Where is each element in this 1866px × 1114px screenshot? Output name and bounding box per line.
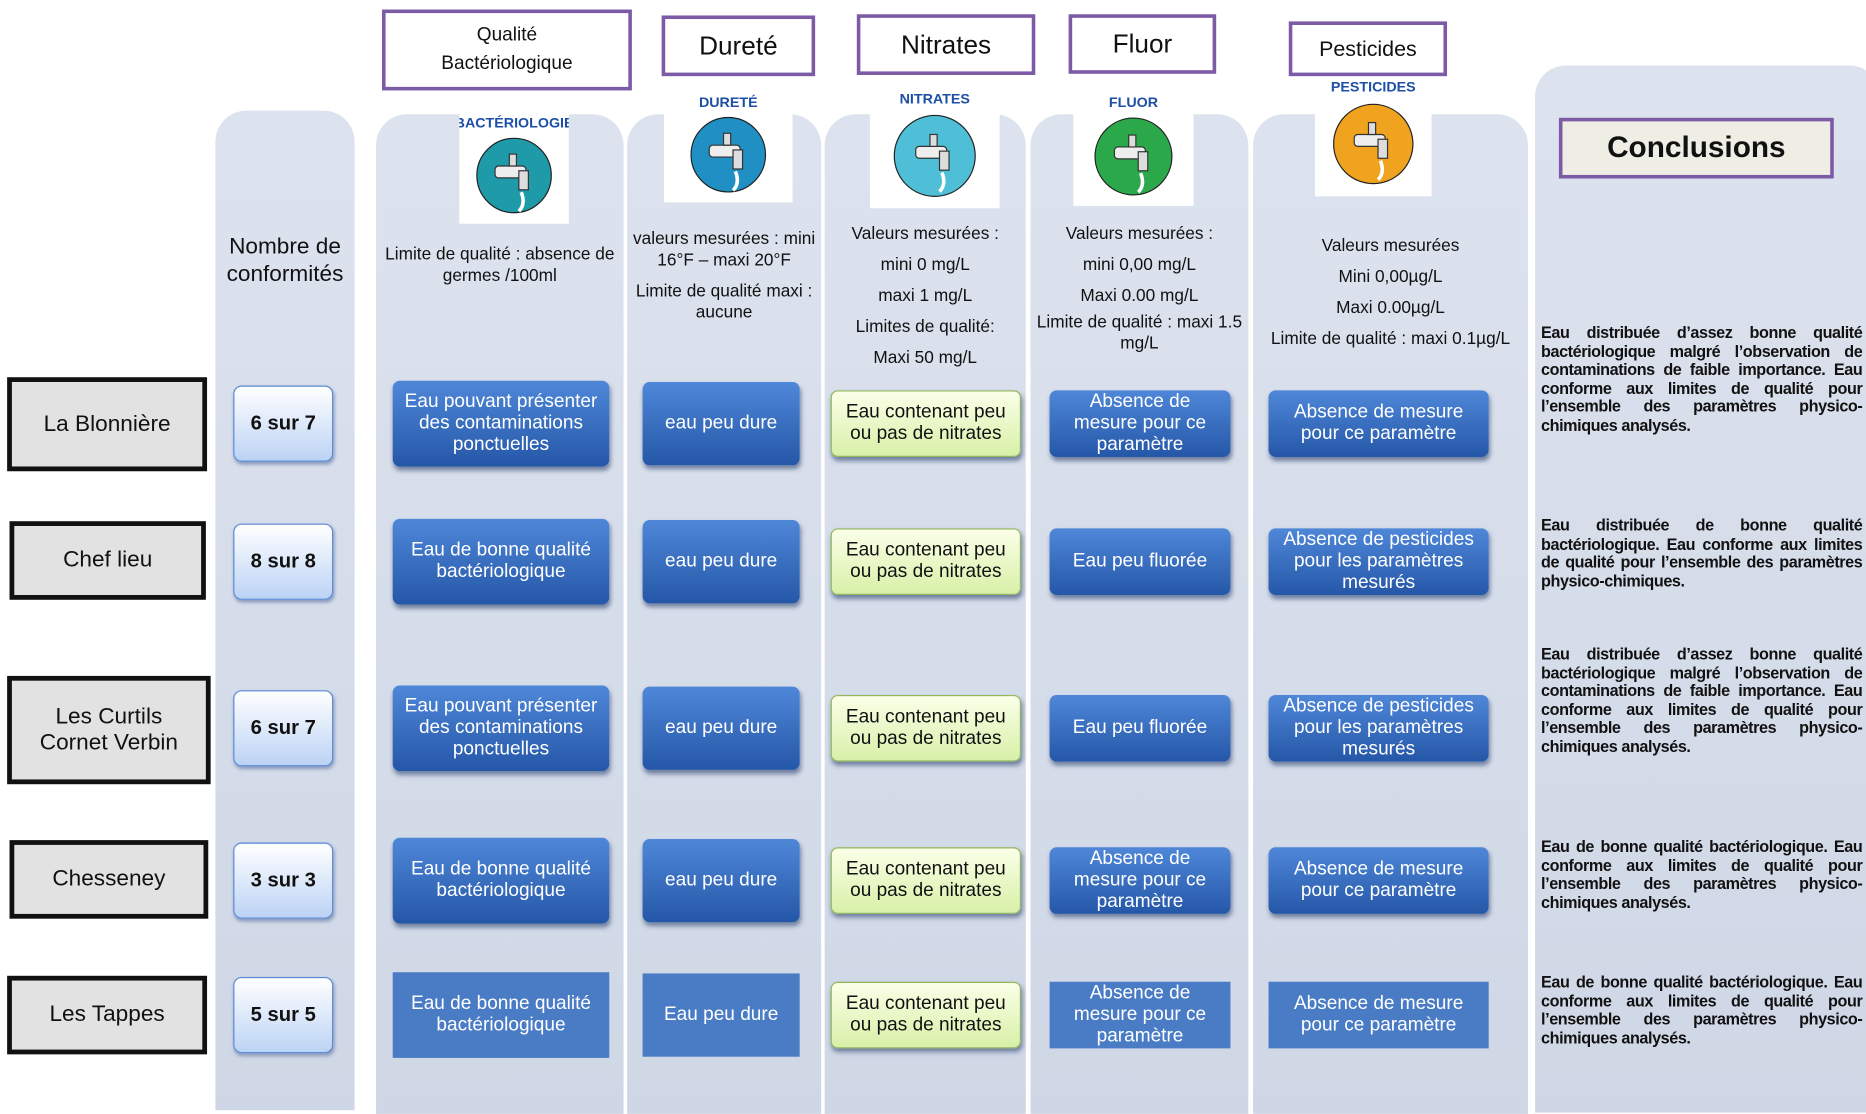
limit-text: Limite de qualité : maxi 1.5 mg/L (1036, 312, 1243, 354)
assessment-cell: Eau pouvant présenter des contaminations… (392, 380, 610, 467)
limit-text: Maxi 50 mg/L (873, 348, 978, 368)
assessment-cell: Absence de mesure pour ce paramètre (1049, 390, 1231, 457)
limit-text: Valeurs mesurées : (851, 224, 999, 244)
limits: Valeurs mesurées : mini 0 mg/L maxi 1 mg/L… (825, 219, 1026, 374)
column-panel (627, 114, 822, 1114)
assessment-cell: Absence de mesure pour ce paramètre (1268, 981, 1489, 1049)
assessment-cell: eau peu dure (642, 520, 800, 604)
column-panel (1030, 114, 1249, 1114)
column-title: Dureté (661, 15, 816, 77)
column-panel (824, 114, 1026, 1114)
assessment-cell: Absence de pesticides pour les paramètre… (1268, 528, 1489, 595)
assessment-cell: Absence de mesure pour ce paramètre (1268, 847, 1489, 914)
column-title: Pesticides (1288, 21, 1448, 77)
limit-text: mini 0,00 mg/L (1082, 255, 1197, 275)
column-icon: DURETÉ (664, 92, 793, 203)
limits: Valeurs mesurées : mini 0,00 mg/L Maxi 0.0… (1031, 219, 1249, 355)
assessment-cell: Absence de mesure pour ce paramètre (1268, 390, 1489, 457)
conformity-count: 5 sur 5 (233, 976, 334, 1054)
column-panel (1253, 114, 1528, 1114)
conclusion-text: Eau distribuée d’assez bonne qualité bac… (1541, 644, 1863, 756)
column-title: Nitrates (856, 14, 1036, 75)
assessment-cell: eau peu dure (642, 686, 800, 770)
site-name: Les Curtils Cornet Verbin (7, 675, 211, 785)
limit-text: Maxi 0.00 mg/L (1080, 286, 1199, 306)
assessment-cell: eau peu dure (642, 838, 800, 923)
site-name: Les Tappes (7, 975, 208, 1055)
limits: valeurs mesurées : mini 16°F – maxi 20°F… (627, 228, 821, 333)
icon-label: BACTÉRIOLOGIE (459, 114, 568, 131)
limit-text: Valeurs mesurées : (1065, 224, 1214, 244)
site-name: Chef lieu (9, 521, 206, 600)
column-title: Qualité Bactériologique (381, 9, 632, 91)
assessment-cell: Eau pouvant présenter des contaminations… (392, 685, 610, 772)
assessment-cell: Eau contenant peu ou pas de nitrates (830, 528, 1022, 595)
column-icon: NITRATES (869, 89, 1000, 209)
conclusion-text: Eau de bonne qualité bactériologique. Ea… (1541, 837, 1863, 911)
icon-label: DURETÉ (699, 94, 758, 111)
limit-text: Limites de qualité: (855, 317, 995, 337)
assessment-cell: Absence de pesticides pour les paramètre… (1268, 694, 1489, 762)
assessment-cell: Eau peu dure (642, 973, 800, 1057)
assessment-cell: Absence de mesure pour ce paramètre (1049, 847, 1231, 914)
icon-label: PESTICIDES (1331, 80, 1416, 96)
icon-graphic: DURETÉ (690, 94, 767, 193)
conclusion-text: Eau distribuée d’assez bonne qualité bac… (1541, 323, 1863, 434)
column-icon: PESTICIDES (1314, 77, 1432, 197)
assessment-cell: Eau peu fluorée (1049, 528, 1231, 595)
limit-text: maxi 1 mg/L (878, 286, 973, 306)
limits: Limite de qualité : absence de germes /1… (376, 244, 624, 287)
icon-label: FLUOR (1109, 95, 1159, 111)
conformity-count: 6 sur 7 (233, 690, 334, 767)
column-panel (215, 110, 355, 1111)
icon-graphic: FLUOR (1094, 95, 1173, 196)
assessment-cell: eau peu dure (642, 381, 800, 466)
limit-text: Valeurs mesurées (1321, 236, 1460, 256)
limit-text: Maxi 0.00µg/L (1336, 298, 1445, 318)
limit-text: Limite de qualité : maxi 0.1µg/L (1270, 329, 1511, 349)
column-icon: BACTÉRIOLOGIE (455, 113, 574, 224)
limit-text: Mini 0,00µg/L (1338, 267, 1443, 287)
assessment-cell: Absence de mesure pour ce paramètre (1049, 981, 1231, 1049)
icon-graphic: BACTÉRIOLOGIE (455, 114, 574, 214)
assessment-cell: Eau contenant peu ou pas de nitrates (830, 390, 1022, 457)
column-panel (1535, 65, 1866, 1113)
column-icon: FLUOR (1073, 92, 1194, 206)
limit-text: mini 0 mg/L (880, 255, 970, 275)
conformity-count: 8 sur 8 (233, 523, 334, 600)
limit-text: Limite de qualité : absence de germes /1… (385, 245, 615, 286)
assessment-cell: Eau de bonne qualité bactériologique (392, 972, 610, 1058)
conclusion-text: Eau distribuée de bonne qualité bactério… (1541, 516, 1863, 590)
conclusions-title: Conclusions (1558, 117, 1834, 179)
limit-text: Limite de qualité maxi : aucune (635, 282, 813, 323)
site-name: Chesseney (9, 840, 209, 919)
conformity-count: 6 sur 7 (233, 385, 334, 462)
icon-label: NITRATES (900, 92, 970, 108)
row-header: Nombre de conformités (226, 234, 344, 287)
assessment-cell: Eau contenant peu ou pas de nitrates (830, 847, 1022, 914)
assessment-cell: Eau contenant peu ou pas de nitrates (830, 694, 1022, 762)
assessment-cell: Eau de bonne qualité bactériologique (392, 518, 610, 605)
conclusion-text: Eau de bonne qualité bactériologique. Ea… (1541, 973, 1863, 1047)
icon-graphic: NITRATES (893, 92, 976, 197)
conformity-count: 3 sur 3 (233, 842, 334, 919)
limits: Valeurs mesurées Mini 0,00µg/L Maxi 0.00µg… (1253, 231, 1528, 355)
assessment-cell: Eau de bonne qualité bactériologique (392, 837, 610, 924)
column-title: Fluor (1068, 14, 1217, 74)
assessment-cell: Eau contenant peu ou pas de nitrates (830, 981, 1022, 1049)
site-name: La Blonnière (7, 377, 208, 472)
assessment-cell: Eau peu fluorée (1049, 694, 1231, 762)
icon-graphic: PESTICIDES (1331, 80, 1416, 185)
column-panel (376, 114, 624, 1114)
limit-text: valeurs mesurées : mini 16°F – maxi 20°F (633, 229, 816, 271)
